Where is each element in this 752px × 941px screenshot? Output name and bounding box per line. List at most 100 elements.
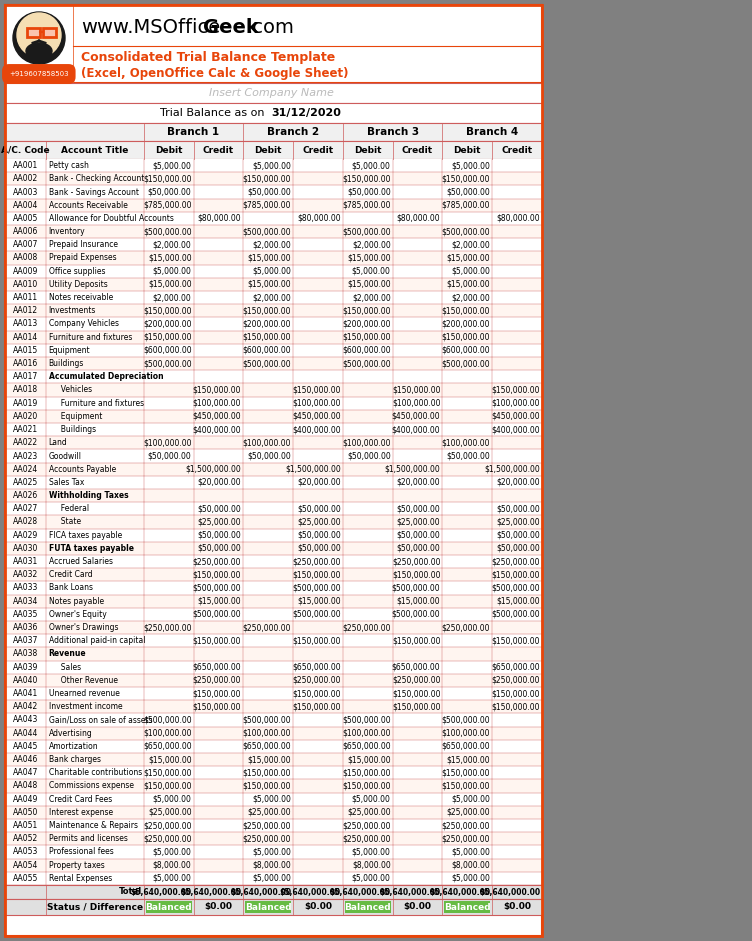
Text: $500,000.00: $500,000.00 — [193, 583, 241, 593]
Text: $20,000.00: $20,000.00 — [397, 478, 441, 486]
Text: $5,000.00: $5,000.00 — [451, 161, 490, 170]
Text: $25,000.00: $25,000.00 — [198, 518, 241, 527]
Bar — [5, 608, 542, 621]
Text: $150,000.00: $150,000.00 — [193, 636, 241, 646]
Text: $200,000.00: $200,000.00 — [441, 320, 490, 328]
Text: $500,000.00: $500,000.00 — [441, 359, 490, 368]
Text: $150,000.00: $150,000.00 — [193, 702, 241, 711]
Text: Balanced: Balanced — [344, 902, 391, 912]
Text: Permits and licenses: Permits and licenses — [49, 835, 128, 843]
Bar — [5, 409, 542, 423]
Bar — [5, 661, 542, 674]
Text: AA038: AA038 — [13, 649, 38, 659]
Text: $15,000.00: $15,000.00 — [148, 279, 192, 289]
Text: $50,000.00: $50,000.00 — [447, 187, 490, 197]
Text: Debit: Debit — [453, 146, 481, 154]
Text: $250,000.00: $250,000.00 — [193, 676, 241, 685]
Text: $250,000.00: $250,000.00 — [143, 821, 192, 830]
Text: $150,000.00: $150,000.00 — [492, 702, 540, 711]
Text: $150,000.00: $150,000.00 — [293, 386, 341, 394]
Text: $150,000.00: $150,000.00 — [492, 636, 540, 646]
Text: $150,000.00: $150,000.00 — [143, 307, 192, 315]
Text: $200,000.00: $200,000.00 — [342, 320, 391, 328]
Bar — [5, 845, 542, 858]
Bar — [5, 383, 542, 396]
Bar — [5, 779, 542, 792]
Text: Balanced: Balanced — [245, 902, 292, 912]
Text: $150,000.00: $150,000.00 — [143, 333, 192, 342]
Text: $500,000.00: $500,000.00 — [392, 583, 441, 593]
Ellipse shape — [26, 43, 52, 59]
Text: $650,000.00: $650,000.00 — [491, 662, 540, 672]
Text: AA054: AA054 — [13, 861, 38, 869]
Text: $25,000.00: $25,000.00 — [247, 808, 291, 817]
Bar — [5, 317, 542, 330]
Text: $50,000.00: $50,000.00 — [297, 544, 341, 553]
Bar — [146, 901, 192, 913]
Bar — [5, 463, 542, 476]
Text: $450,000.00: $450,000.00 — [193, 412, 241, 421]
Text: $500,000.00: $500,000.00 — [441, 227, 490, 236]
Bar — [5, 621, 542, 634]
Text: $100,000.00: $100,000.00 — [143, 439, 192, 447]
Text: $785,000.00: $785,000.00 — [441, 200, 490, 210]
Text: AA042: AA042 — [13, 702, 38, 711]
Text: $15,000.00: $15,000.00 — [447, 253, 490, 263]
Bar — [5, 343, 542, 357]
Text: A/C. Code: A/C. Code — [1, 146, 50, 154]
Text: $150,000.00: $150,000.00 — [243, 174, 291, 183]
Text: $650,000.00: $650,000.00 — [193, 662, 241, 672]
Bar — [5, 674, 542, 687]
Text: Inventory: Inventory — [49, 227, 86, 236]
Text: Bank Loans: Bank Loans — [49, 583, 92, 593]
Text: $150,000.00: $150,000.00 — [193, 570, 241, 580]
Text: $8,000.00: $8,000.00 — [352, 861, 391, 869]
Text: $2,000.00: $2,000.00 — [153, 293, 192, 302]
Text: $500,000.00: $500,000.00 — [491, 583, 540, 593]
Bar — [44, 28, 56, 37]
Text: $15,000.00: $15,000.00 — [347, 279, 391, 289]
Text: AA011: AA011 — [13, 293, 38, 302]
Text: Unearned revenue: Unearned revenue — [49, 689, 120, 698]
Text: AA041: AA041 — [13, 689, 38, 698]
Text: $100,000.00: $100,000.00 — [243, 439, 291, 447]
Bar — [5, 568, 542, 582]
Bar — [5, 370, 542, 383]
Bar — [5, 542, 542, 555]
Text: $150,000.00: $150,000.00 — [342, 307, 391, 315]
Text: $100,000.00: $100,000.00 — [392, 399, 441, 407]
Text: AA049: AA049 — [13, 795, 38, 804]
Text: $8,000.00: $8,000.00 — [451, 861, 490, 869]
Text: $100,000.00: $100,000.00 — [441, 728, 490, 738]
Text: $50,000.00: $50,000.00 — [397, 531, 441, 540]
Text: $2,000.00: $2,000.00 — [451, 293, 490, 302]
Text: AA044: AA044 — [13, 728, 38, 738]
Text: Federal: Federal — [56, 504, 89, 513]
Text: $5,640,000.00: $5,640,000.00 — [130, 887, 192, 897]
Text: Professional fees: Professional fees — [49, 848, 114, 856]
Bar — [5, 423, 542, 437]
Text: $500,000.00: $500,000.00 — [392, 610, 441, 619]
Text: $250,000.00: $250,000.00 — [492, 557, 540, 566]
Text: $250,000.00: $250,000.00 — [441, 835, 490, 843]
Text: Other Revenue: Other Revenue — [56, 676, 118, 685]
Text: $200,000.00: $200,000.00 — [143, 320, 192, 328]
Text: $650,000.00: $650,000.00 — [143, 742, 192, 751]
Text: $50,000.00: $50,000.00 — [148, 452, 192, 460]
Text: AA016: AA016 — [13, 359, 38, 368]
Bar — [5, 238, 542, 251]
Text: $5,000.00: $5,000.00 — [352, 848, 391, 856]
Text: $15,000.00: $15,000.00 — [447, 755, 490, 764]
Text: $650,000.00: $650,000.00 — [342, 742, 391, 751]
Bar — [5, 450, 542, 463]
Text: 31/12/2020: 31/12/2020 — [271, 108, 341, 118]
Text: $50,000.00: $50,000.00 — [297, 504, 341, 513]
Text: Equipment: Equipment — [49, 346, 90, 355]
Text: Petty cash: Petty cash — [49, 161, 89, 170]
Text: Equipment: Equipment — [56, 412, 102, 421]
Text: $150,000.00: $150,000.00 — [243, 333, 291, 342]
Text: $100,000.00: $100,000.00 — [143, 728, 192, 738]
Text: $20,000.00: $20,000.00 — [297, 478, 341, 486]
Text: $250,000.00: $250,000.00 — [441, 623, 490, 632]
Text: AA047: AA047 — [13, 768, 38, 777]
